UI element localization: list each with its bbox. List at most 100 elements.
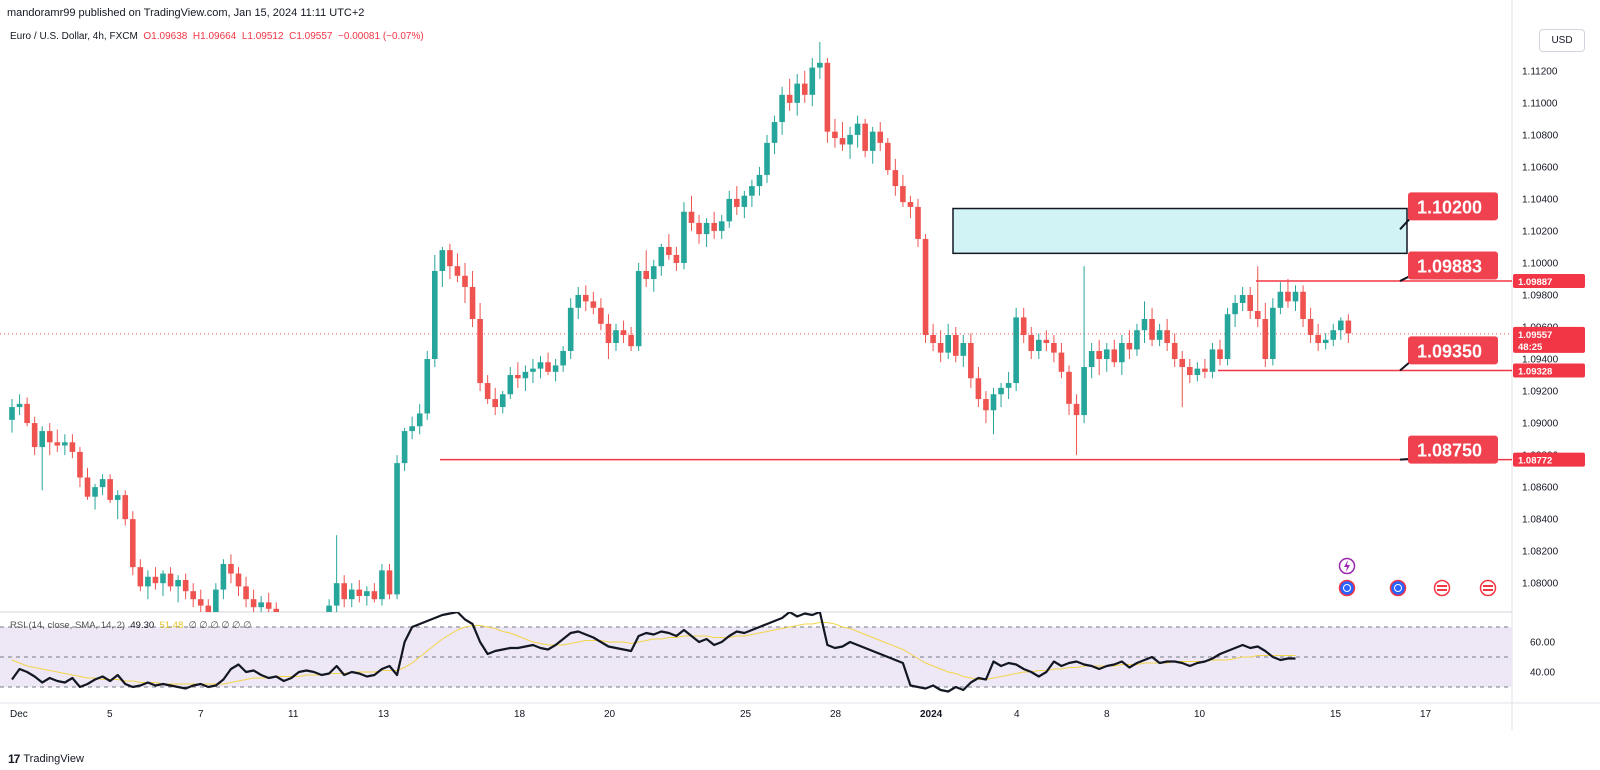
candle-down [711,211,717,239]
candle-down [590,291,597,315]
candle-body [1187,367,1193,376]
candle-down [1307,307,1314,344]
candle-body [635,270,642,347]
footer: 17 TradingView [8,752,84,766]
candle-body [522,371,529,379]
price-tag-value: 1.09557 [1518,330,1552,341]
candle-body [24,403,30,424]
time-tick-label: 20 [604,709,616,720]
candle-body [741,195,748,207]
candle-down [1020,307,1027,344]
candle-body [1239,294,1246,303]
time-tick-label: 5 [107,709,113,720]
price-tick-label: 1.11200 [1522,66,1558,77]
candle-body [1330,330,1337,340]
candle-down [1126,330,1133,360]
candle-down [583,285,589,311]
candle-body [650,266,657,279]
candle-up [499,391,506,414]
candle-body [658,246,665,267]
candle-down [356,579,363,603]
candle-up [1036,333,1042,360]
candle-body [220,563,227,590]
candle-body [726,198,733,222]
candle-body [39,431,45,448]
candle-body [99,479,106,488]
candle-body [145,576,151,587]
candle-down [1058,343,1065,379]
candle-down [975,367,982,408]
candle-up [990,387,997,435]
candle-down [243,576,249,608]
candle-body [69,442,76,452]
candle-body [9,407,15,420]
candle-down [1285,278,1291,308]
candle-body [839,138,846,145]
candle-down [265,592,272,612]
candle-up [62,434,68,456]
candle-up [424,351,431,420]
candle-body [673,254,680,263]
candle-body [401,431,408,464]
eu-event-icon[interactable] [1389,579,1407,597]
candle-body [1119,343,1125,363]
candle-body [756,174,763,187]
price-tag-box [1513,363,1585,378]
candle-down [515,362,521,388]
candle-down [900,174,906,207]
candle-up [9,399,15,433]
time-tick-label: 7 [198,709,204,720]
candle-body [1081,367,1087,416]
candle-body [1254,310,1261,319]
price-tick-label: 1.08600 [1522,483,1559,494]
price-tag-box [1513,452,1585,467]
candle-up [1322,333,1329,350]
candle-down [454,253,461,283]
candle-body [688,211,695,223]
symbol-label[interactable]: Euro / U.S. Dollar, 4h, FXCM [10,31,138,42]
time-tick-label: 4 [1014,709,1020,720]
candle-body [907,202,914,207]
price-tick-label: 1.08000 [1522,579,1559,590]
rsi-label[interactable]: RSI (14, close, SMA, 14, 2) [10,620,126,631]
candle-down [1300,285,1306,327]
candle-body [167,573,174,587]
candle-body [1307,318,1314,336]
candle-body [900,186,906,203]
candle-body [1217,349,1223,360]
eu-event-icon[interactable] [1338,579,1356,597]
price-tick-label: 1.08200 [1522,547,1559,558]
candle-body [1073,403,1080,416]
candle-up [817,42,823,79]
candle-body [1036,339,1042,352]
candle-body [537,362,544,369]
candle-body [499,394,506,408]
price-tag-countdown: 48:25 [1518,342,1543,353]
candle-body [801,83,808,95]
candle-body [364,591,370,596]
tradingview-logo-icon: 17 [8,752,20,766]
candle-up [1141,301,1148,344]
price-tag-mid: 1.09328 [1513,363,1585,378]
candle-up [1270,298,1276,366]
rsi-group [11,612,1296,693]
price-tick-label: 1.09800 [1522,290,1559,301]
price-tag-lower: 1.08772 [1513,452,1585,467]
candle-down [205,599,212,612]
candle-down [1043,330,1050,352]
candle-up [537,355,544,379]
candle-down [620,320,627,344]
candle-up [333,535,340,612]
candle-down [983,391,989,424]
candle-up [160,570,166,596]
candle-body [1270,307,1276,360]
candle-down [46,423,53,456]
candle-up [1005,371,1012,400]
candle-body [1134,330,1140,350]
candle-up [771,115,778,155]
currency-button[interactable]: USD [1539,29,1585,52]
candle-body [54,442,61,446]
candle-down [484,375,491,404]
candle-body [1126,343,1133,350]
